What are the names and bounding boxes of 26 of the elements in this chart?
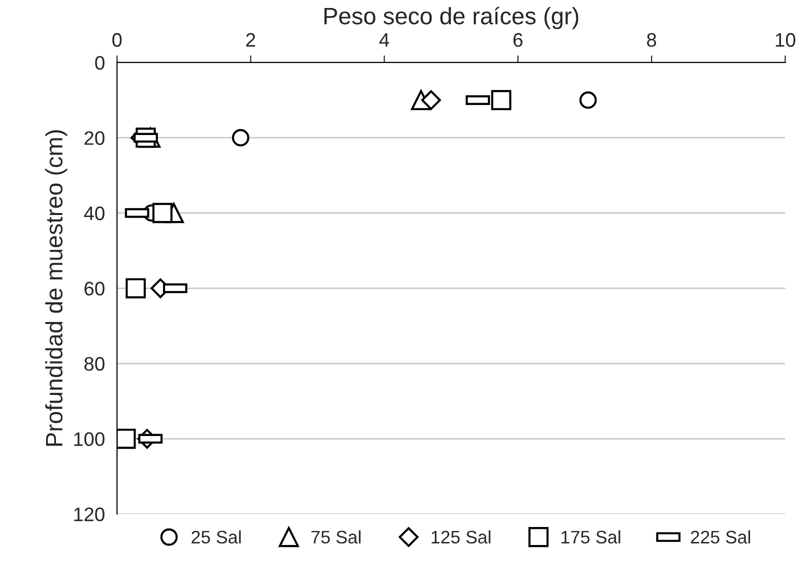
point bbox=[491, 90, 512, 110]
point bbox=[232, 129, 250, 146]
y-tick-label: 100 bbox=[74, 432, 104, 446]
legend-label: 75 Sal bbox=[311, 530, 360, 544]
x-tick-label: 2 bbox=[246, 33, 256, 47]
y-tick-label: 0 bbox=[95, 56, 104, 70]
x-axis-title: Peso seco de raíces (gr) bbox=[324, 6, 578, 30]
y-tick-label: 20 bbox=[84, 131, 104, 145]
legend-label: 175 Sal bbox=[562, 530, 620, 544]
legend-label: 25 Sal bbox=[192, 530, 241, 544]
y-tick-label: 80 bbox=[84, 356, 104, 371]
x-tick-label: 6 bbox=[514, 33, 522, 47]
x-tick-label: 8 bbox=[647, 33, 656, 47]
point bbox=[126, 278, 146, 298]
point bbox=[152, 202, 173, 224]
legend-label: 225 Sal bbox=[690, 530, 750, 544]
y-tick-label: 120 bbox=[74, 508, 104, 522]
y-axis-title: Profundidad de muestreo (cm) bbox=[45, 130, 68, 446]
x-tick-label: 10 bbox=[776, 33, 796, 47]
point bbox=[579, 91, 597, 109]
y-tick-label: 60 bbox=[84, 282, 104, 296]
x-tick-label: 0 bbox=[112, 33, 122, 47]
y-tick-label: 40 bbox=[84, 206, 104, 220]
point bbox=[117, 428, 136, 449]
x-tick-label: 4 bbox=[379, 33, 390, 47]
legend-label: 125 Sal bbox=[432, 530, 490, 544]
